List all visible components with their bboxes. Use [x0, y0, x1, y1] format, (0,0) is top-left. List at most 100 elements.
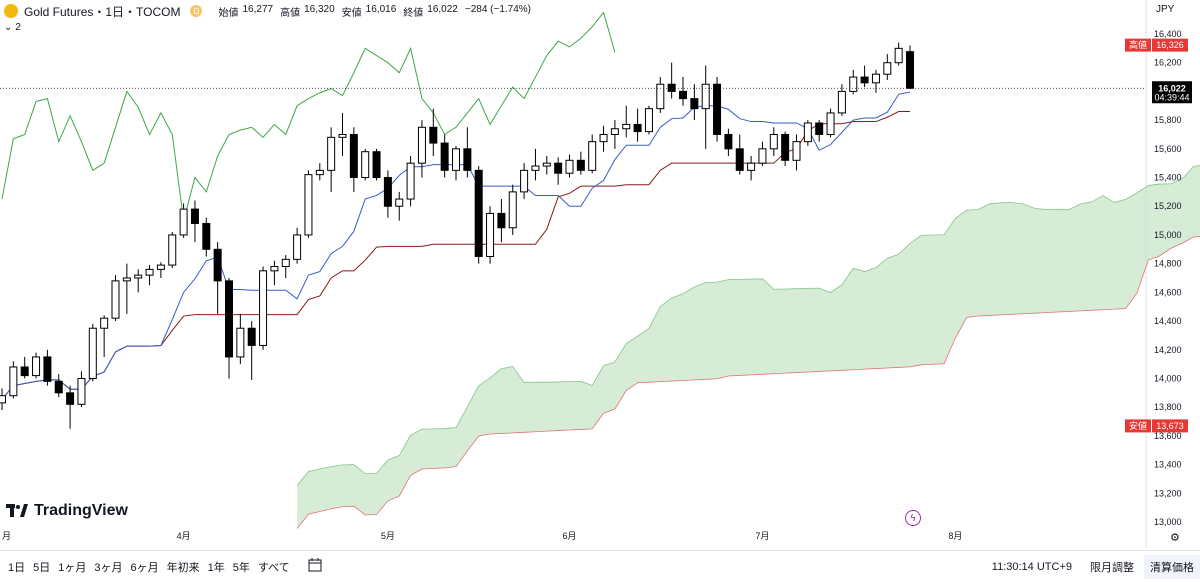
timeframe-all[interactable]: すべて [257, 561, 290, 574]
contract-adjust-button[interactable]: 限月調整 [1090, 561, 1134, 574]
x-tick-label: 8月 [948, 531, 962, 541]
ichimoku-cloud [297, 165, 1200, 529]
candle-body [644, 108, 653, 133]
candle-body [190, 208, 199, 224]
x-tick-label: 月 [2, 531, 11, 541]
candle-body [88, 327, 97, 379]
senkou-span-b-line [296, 236, 1200, 529]
countdown-timer: 04:39:44 [1154, 92, 1189, 102]
chikou-span-line [1, 11, 616, 221]
lightning-icon[interactable]: ϟ [905, 510, 921, 526]
candle-body [599, 133, 608, 143]
clock[interactable]: 11:30:14 UTC+9 [991, 560, 1072, 573]
candle-body [724, 133, 733, 150]
timeframe-5d[interactable]: 5日 [33, 561, 51, 574]
timeframe-3m[interactable]: 3ヶ月 [94, 561, 123, 574]
candle-body [122, 277, 131, 282]
close-value: 16,022 [427, 3, 458, 15]
timeframe-5y[interactable]: 5年 [232, 561, 250, 574]
high-tag-label: 高値 [1129, 39, 1147, 50]
y-tick-label: 14,800 [1154, 259, 1182, 269]
timeframe-1m[interactable]: 1ヶ月 [58, 561, 87, 574]
candle-body [202, 222, 211, 250]
candle-body [270, 266, 279, 272]
ohlc-readout: 始値 16,277 高値 16,320 安値 16,016 終値 16,022 −284… [218, 4, 531, 19]
tradingview-logo[interactable]: TradingView [6, 502, 128, 520]
candle-body [338, 133, 347, 138]
candle-body [213, 248, 222, 282]
open-value: 16,277 [242, 3, 274, 15]
last-price-tag-bg [1152, 81, 1192, 104]
candle-body [622, 123, 631, 130]
candle-body [54, 380, 63, 394]
settlement-price-button[interactable]: 清算価格 [1144, 554, 1200, 579]
candle-body [259, 270, 268, 346]
candle-body [803, 122, 812, 143]
symbol-header: Gold Futures・1日・TOCOM D 始値 16,277 高値 16,32… [4, 2, 531, 20]
change-value: −284 (−1.74%) [464, 3, 532, 15]
indicator-collapse-toggle[interactable]: ⌄ 2 [4, 22, 21, 33]
chart-area[interactable]: 16,40016,20016,00015,80015,60015,40015,2… [0, 0, 1200, 548]
open-label: 始値 [218, 7, 239, 19]
candle-body [531, 165, 540, 171]
y-tick-label: 15,800 [1154, 115, 1182, 125]
candle-body [576, 159, 585, 171]
y-tick-label: 13,800 [1154, 402, 1182, 412]
timeframe-ytd[interactable]: 年初来 [166, 561, 200, 574]
candle-body [486, 212, 495, 257]
price-chart[interactable]: 16,40016,20016,00015,80015,60015,40015,2… [0, 0, 1200, 548]
candle-body [735, 148, 744, 171]
y-tick-label: 15,400 [1154, 173, 1182, 183]
timeframe-6m[interactable]: 6ヶ月 [130, 561, 159, 574]
candle-body [100, 317, 109, 329]
candle-body [792, 141, 801, 161]
candle-body [713, 83, 722, 135]
calendar-icon[interactable] [308, 558, 322, 575]
candle-body [463, 148, 472, 171]
currency-label[interactable]: JPY [1156, 4, 1175, 15]
candle-body [781, 133, 790, 161]
y-tick-label: 16,200 [1154, 58, 1182, 68]
candle-body [701, 83, 710, 110]
x-tick-label: 4月 [177, 531, 191, 541]
candle-body [747, 162, 756, 171]
y-tick-label: 13,400 [1154, 460, 1182, 470]
x-tick-label: 7月 [755, 531, 769, 541]
y-tick-label: 14,600 [1154, 287, 1182, 297]
candle-body [656, 83, 665, 110]
indicator-count: 2 [15, 22, 21, 33]
low-price-tag: 13,673 [1156, 421, 1184, 431]
candle-body [417, 126, 426, 164]
candle-body [281, 258, 290, 268]
candle-body [111, 280, 120, 319]
timeframe-1d[interactable]: 1日 [8, 561, 26, 574]
candle-body [361, 151, 370, 179]
candle-body [293, 234, 302, 260]
high-value: 16,320 [304, 3, 335, 15]
candle-body [849, 76, 858, 92]
senkou-span-a-line [296, 165, 1200, 486]
y-tick-label: 15,600 [1154, 144, 1182, 154]
y-tick-label: 14,400 [1154, 316, 1182, 326]
candle-body [906, 51, 914, 89]
symbol-title[interactable]: Gold Futures・1日・TOCOM [24, 4, 181, 19]
candle-body [440, 142, 449, 171]
y-tick-label: 13,600 [1154, 431, 1182, 441]
y-tick-label: 15,200 [1154, 201, 1182, 211]
candle-body [156, 264, 165, 270]
timeframe-1y[interactable]: 1年 [207, 561, 225, 574]
x-tick-label: 5月 [381, 531, 395, 541]
y-tick-label: 14,000 [1154, 373, 1182, 383]
data-delay-badge[interactable]: D [190, 5, 203, 17]
brand-name: TradingView [34, 502, 128, 519]
candle-body [497, 212, 506, 229]
candle-body [247, 327, 256, 346]
gear-icon[interactable]: ⚙ [1170, 532, 1180, 544]
candle-body [815, 122, 824, 135]
candle-body [474, 169, 483, 257]
candle-body [883, 62, 892, 75]
high-price-tag-bg [1152, 38, 1188, 52]
candle-body [554, 162, 563, 174]
candle-body [20, 366, 29, 377]
